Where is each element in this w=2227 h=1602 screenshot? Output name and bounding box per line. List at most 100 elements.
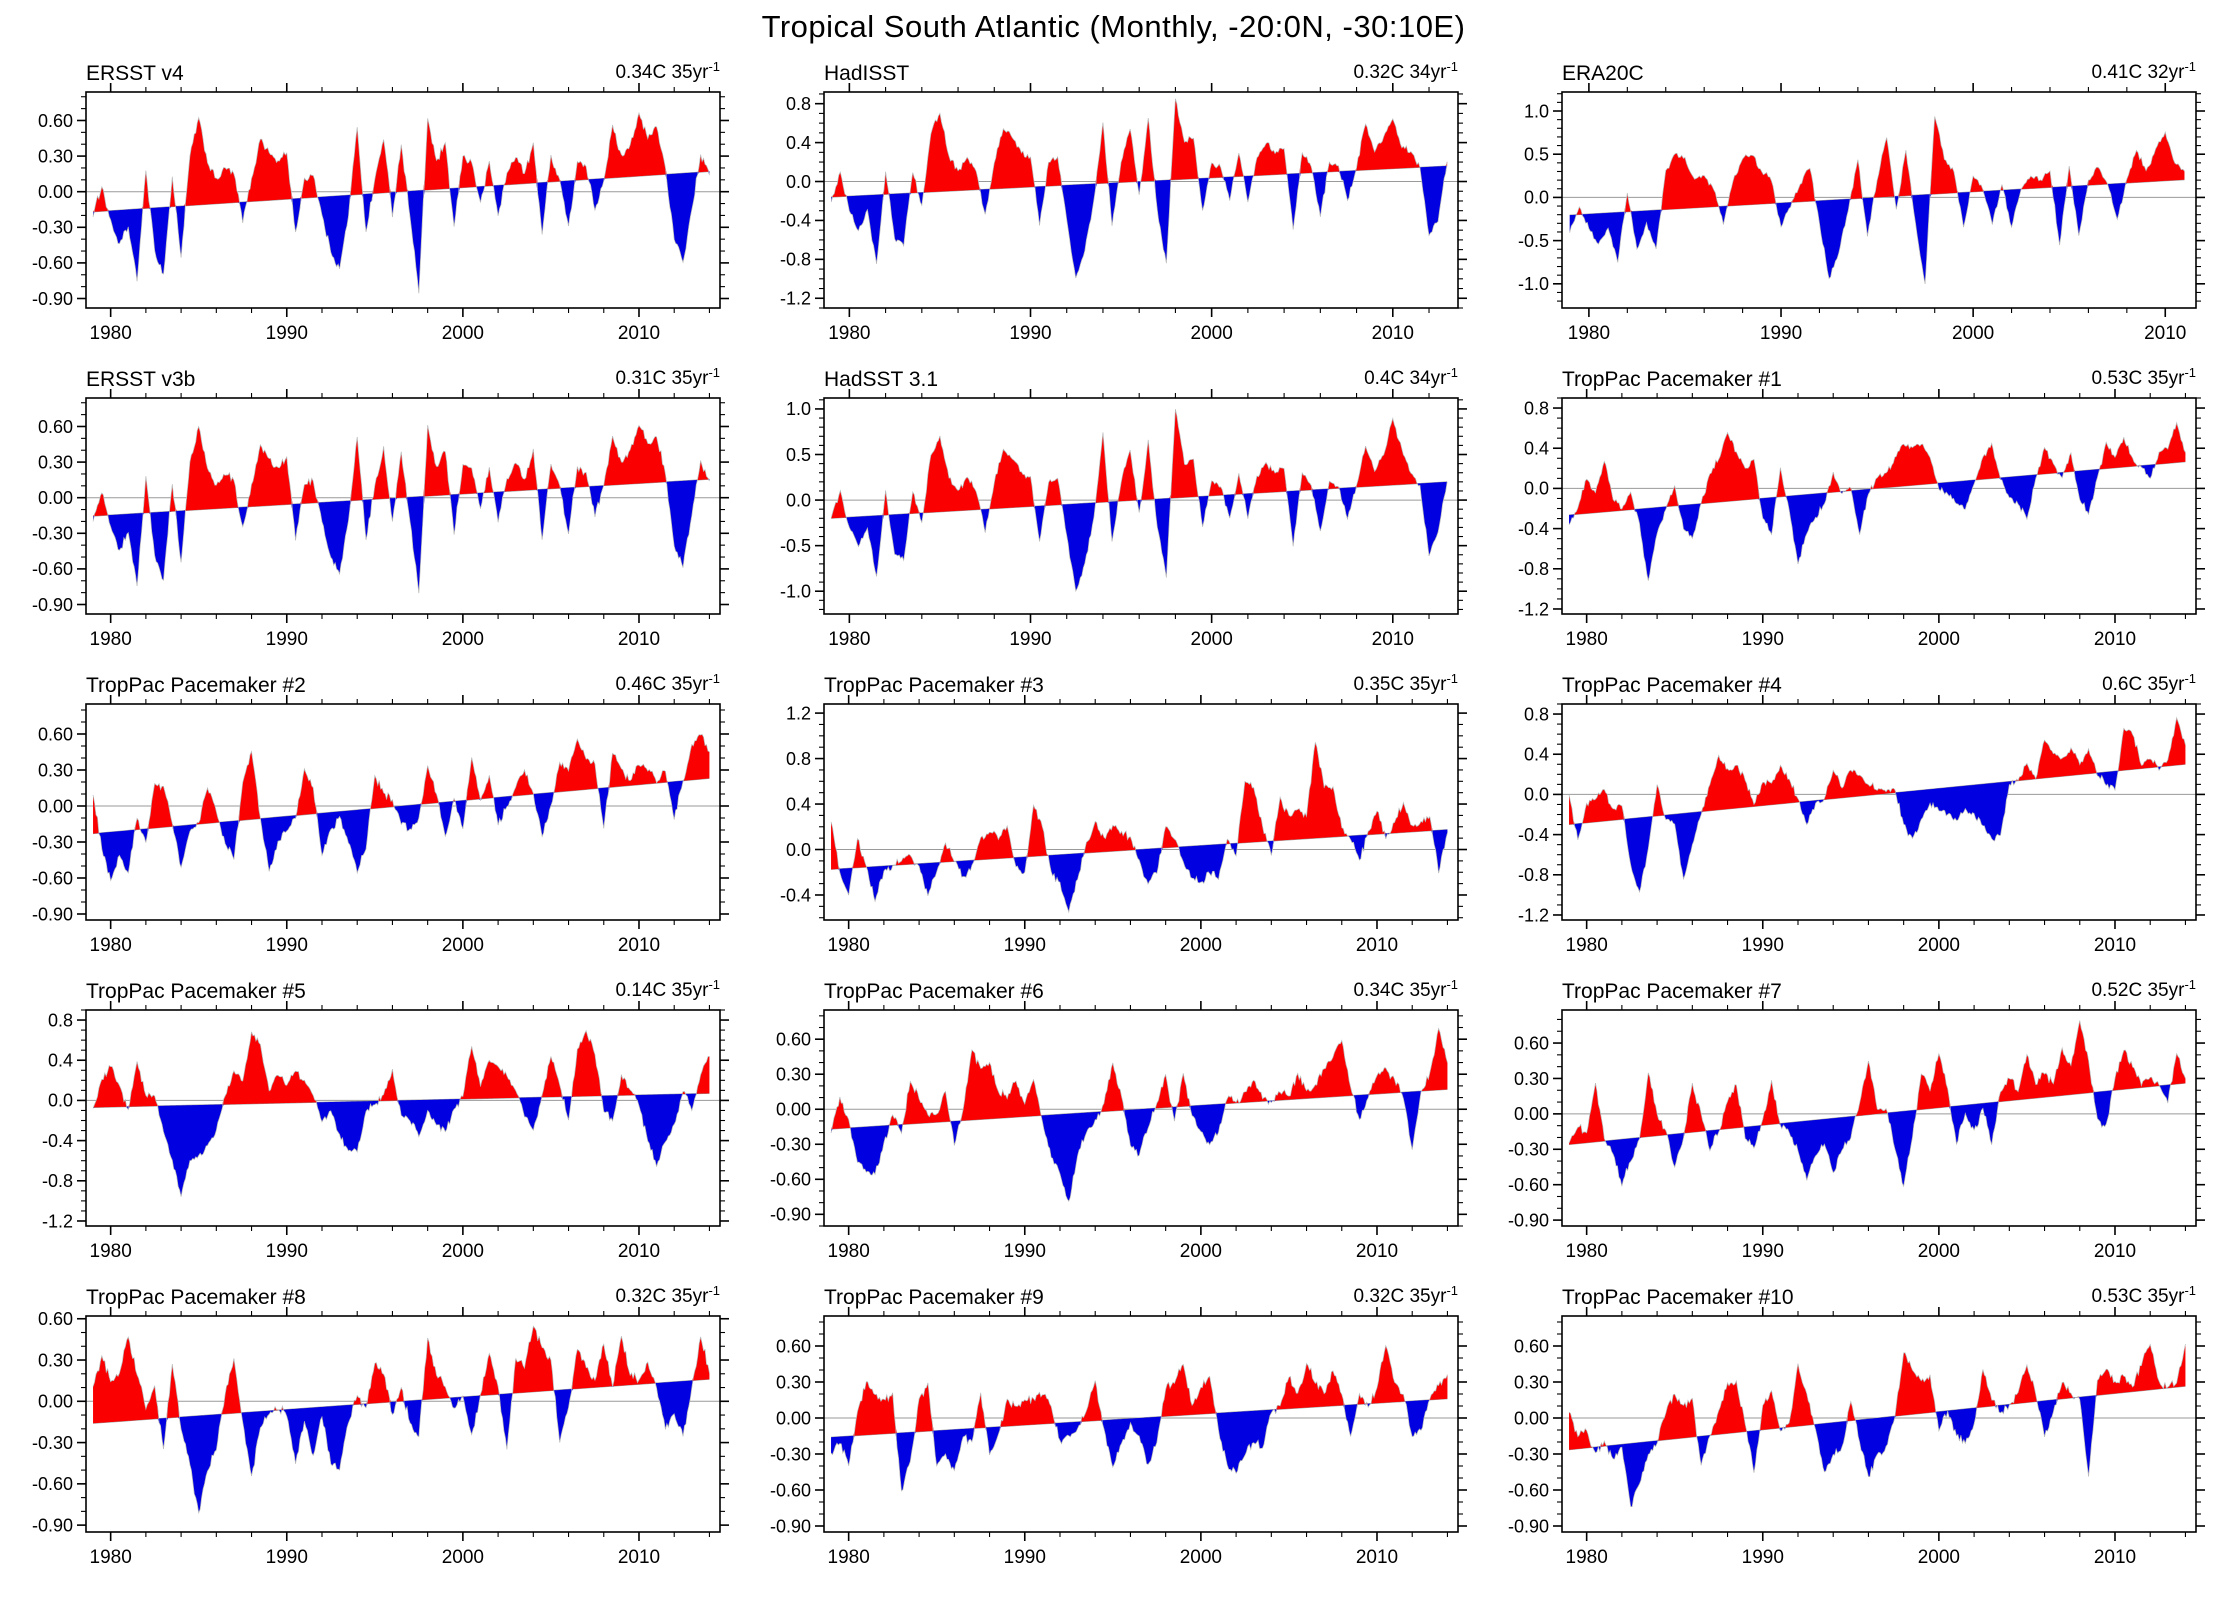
y-tick-label: 0.0	[1524, 188, 1549, 208]
panel-trend-label: 0.34C 35yr-1	[615, 59, 720, 83]
y-tick-label: -0.60	[32, 868, 73, 888]
x-tick-label: 1980	[828, 629, 870, 650]
y-tick-label: -0.90	[32, 904, 73, 924]
panel-svg-troppac-5: 0.8 0.4 0.0 -0.4 -0.8 -1.2 1980 1990 2000 2010 Tro…	[42, 977, 729, 1262]
y-tick-label: -0.30	[32, 1433, 73, 1453]
anomaly-fill-negative	[1569, 764, 2186, 892]
y-tick-label: -0.4	[1518, 519, 1549, 539]
x-tick-label: 1980	[90, 323, 132, 344]
x-tick-label: 1980	[1566, 935, 1608, 956]
y-tick-label: 0.30	[38, 760, 73, 780]
panel-svg-troppac-4: 0.8 0.4 0.0 -0.4 -0.8 -1.2 1980 1990 2000 2010 Tro…	[1518, 671, 2205, 956]
chart-panel-hadsst-31: 1.0 0.5 0.0 -0.5 -1.0 1980 1990 2000 2010 HadSST …	[756, 360, 1471, 658]
axes-ticks	[1553, 1001, 2205, 1235]
anomaly-curve-edge	[1568, 1020, 2186, 1188]
axes-ticks	[77, 83, 729, 317]
panels-grid: 0.60 0.30 0.00 -0.30 -0.60 -0.90 1980 1990 2000 2…	[0, 54, 2227, 1576]
x-tick-label: 2000	[1180, 1241, 1222, 1262]
anomaly-fill-positive	[831, 1028, 1448, 1130]
y-tick-label: 0.60	[776, 1029, 811, 1049]
y-tick-label: -0.5	[1518, 231, 1549, 251]
x-tick-label: 1990	[1009, 629, 1051, 650]
anomaly-curve-edge	[1568, 1343, 2186, 1507]
panel-title: HadSST 3.1	[824, 368, 938, 391]
chart-panel-troppac-9: 0.60 0.30 0.00 -0.30 -0.60 -0.90 1980 1990 2000 2…	[756, 1278, 1471, 1576]
panel-svg-ersst-v3b: 0.60 0.30 0.00 -0.30 -0.60 -0.90 1980 1990 2000 2…	[32, 365, 729, 650]
plot-frame	[1561, 1315, 2197, 1533]
chart-panel-troppac-4: 0.8 0.4 0.0 -0.4 -0.8 -1.2 1980 1990 2000 2010 Tro…	[1494, 666, 2209, 964]
axes-ticks	[1553, 83, 2205, 317]
x-tick-label: 2010	[618, 1241, 660, 1262]
anomaly-fill-negative	[831, 1398, 1448, 1492]
plot-frame	[85, 91, 721, 309]
anomaly-curve-edge	[830, 742, 1448, 914]
x-tick-label: 1990	[266, 1547, 308, 1568]
y-tick-label: 0.4	[1524, 439, 1549, 459]
axes-ticks	[77, 1001, 729, 1235]
anomaly-fill-positive	[1569, 116, 2185, 216]
x-tick-label: 1980	[1566, 1241, 1608, 1262]
x-tick-label: 2000	[1180, 1547, 1222, 1568]
anomaly-fill-negative	[831, 1089, 1448, 1202]
y-tick-label: -0.90	[1508, 1516, 1549, 1536]
axes-ticks	[77, 389, 729, 623]
y-tick-label: -0.4	[780, 211, 811, 231]
anomaly-curve-edge	[830, 1344, 1448, 1492]
y-tick-label: -1.2	[1518, 905, 1549, 925]
x-tick-label: 1980	[90, 629, 132, 650]
x-tick-label: 2000	[1952, 323, 1994, 344]
plot-frame	[85, 1315, 721, 1533]
x-tick-label: 1990	[1009, 323, 1051, 344]
anomaly-fill-positive	[831, 1345, 1448, 1438]
y-tick-label: -0.8	[780, 250, 811, 270]
x-tick-label: 1980	[1566, 629, 1608, 650]
anomaly-fill-negative	[1569, 179, 2185, 284]
axes-ticks	[815, 83, 1467, 317]
panel-title: TropPac Pacemaker #1	[1562, 368, 1782, 391]
panel-title: HadISST	[824, 62, 909, 85]
anomaly-fill-negative	[93, 778, 710, 881]
anomaly-fill-positive	[1569, 1344, 2186, 1450]
chart-panel-troppac-6: 0.60 0.30 0.00 -0.30 -0.60 -0.90 1980 1990 2000 2…	[756, 972, 1471, 1270]
x-tick-label: 2000	[1918, 629, 1960, 650]
y-tick-label: 0.4	[786, 794, 811, 814]
panel-trend-label: 0.14C 35yr-1	[615, 977, 720, 1001]
y-tick-label: -0.30	[32, 218, 73, 238]
panel-trend-label: 0.4C 34yr-1	[1364, 365, 1458, 389]
chart-panel-troppac-1: 0.8 0.4 0.0 -0.4 -0.8 -1.2 1980 1990 2000 2010 Tro…	[1494, 360, 2209, 658]
axes-ticks	[1553, 389, 2205, 623]
panel-title: TropPac Pacemaker #10	[1562, 1286, 1794, 1309]
x-tick-label: 2000	[1918, 935, 1960, 956]
x-tick-label: 1990	[1760, 323, 1802, 344]
panel-svg-hadisst: 0.8 0.4 0.0 -0.4 -0.8 -1.2 1980 1990 2000 2010 Had…	[780, 59, 1467, 344]
x-tick-label: 2000	[1918, 1241, 1960, 1262]
y-tick-label: -0.60	[32, 253, 73, 273]
plot-frame	[1561, 1009, 2197, 1227]
x-tick-label: 2000	[1191, 629, 1233, 650]
axes-ticks	[815, 1001, 1467, 1235]
x-tick-label: 1980	[1566, 1547, 1608, 1568]
plot-frame	[1561, 91, 2197, 309]
y-tick-label: 0.8	[786, 749, 811, 769]
y-tick-label: 0.00	[1514, 1104, 1549, 1124]
x-tick-label: 1990	[1004, 1241, 1046, 1262]
y-tick-label: 0.5	[1524, 145, 1549, 165]
anomaly-curve-edge	[92, 424, 710, 594]
anomaly-curve-edge	[92, 111, 710, 294]
y-tick-label: -0.30	[32, 524, 73, 544]
y-tick-label: 0.5	[786, 445, 811, 465]
chart-panel-troppac-2: 0.60 0.30 0.00 -0.30 -0.60 -0.90 1980 1990 2000 2…	[18, 666, 733, 964]
anomaly-fill-negative	[831, 165, 1448, 279]
panel-trend-label: 0.35C 35yr-1	[1353, 671, 1458, 695]
y-tick-label: -0.90	[32, 595, 73, 615]
chart-panel-hadisst: 0.8 0.4 0.0 -0.4 -0.8 -1.2 1980 1990 2000 2010 Had…	[756, 54, 1471, 352]
y-tick-label: 0.30	[776, 1372, 811, 1392]
panel-title: TropPac Pacemaker #7	[1562, 980, 1782, 1003]
plot-frame	[823, 91, 1459, 309]
panel-trend-label: 0.53C 35yr-1	[2091, 365, 2196, 389]
y-tick-label: -0.60	[1508, 1175, 1549, 1195]
panel-title: TropPac Pacemaker #6	[824, 980, 1044, 1003]
y-tick-label: -0.4	[42, 1131, 73, 1151]
y-tick-label: -0.90	[32, 1515, 73, 1535]
y-tick-label: -0.60	[32, 1474, 73, 1494]
